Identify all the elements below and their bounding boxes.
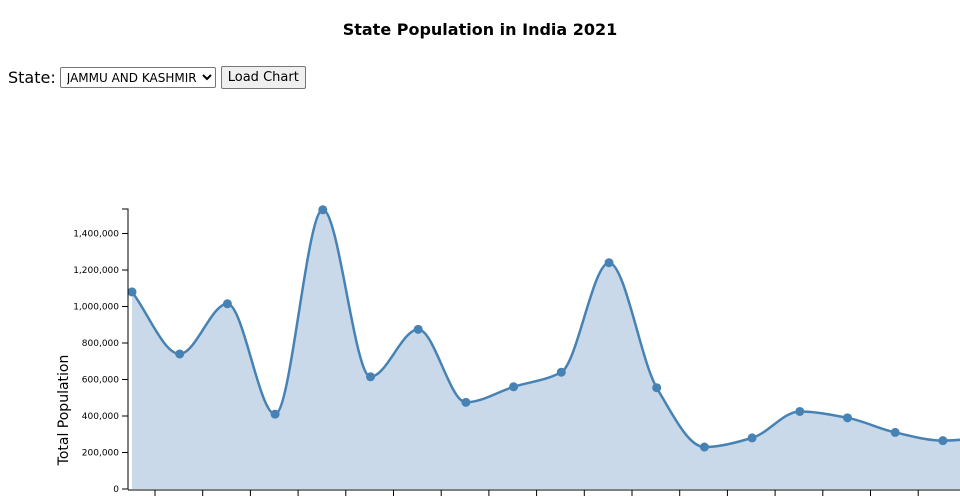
y-tick-label-1: 200,000 <box>82 449 119 459</box>
data-point-3[interactable] <box>270 409 280 419</box>
data-point-10[interactable] <box>604 258 614 268</box>
population-area <box>132 209 960 489</box>
load-chart-button[interactable]: Load Chart <box>220 66 306 89</box>
data-point-5[interactable] <box>366 372 375 382</box>
data-point-1[interactable] <box>175 349 185 359</box>
data-point-9[interactable] <box>556 367 566 377</box>
y-tick-label-7: 1,400,000 <box>73 230 119 240</box>
data-points <box>127 205 948 452</box>
data-point-4[interactable] <box>318 205 328 215</box>
data-point-8[interactable] <box>509 382 519 392</box>
y-tick-label-0: 0 <box>113 485 119 495</box>
y-axis-line <box>122 208 129 490</box>
data-point-14[interactable] <box>795 406 805 416</box>
state-label: State: <box>8 68 56 87</box>
data-point-7[interactable] <box>461 397 471 407</box>
data-point-2[interactable] <box>222 299 232 309</box>
chart-title: State Population in India 2021 <box>342 20 618 39</box>
y-tick-label-2: 400,000 <box>82 412 119 422</box>
data-point-12[interactable] <box>699 442 709 452</box>
data-point-6[interactable] <box>413 324 423 334</box>
data-point-13[interactable] <box>747 433 757 443</box>
data-point-15[interactable] <box>843 413 852 423</box>
y-tick-label-4: 800,000 <box>82 339 119 349</box>
data-point-0[interactable] <box>127 287 137 297</box>
state-select[interactable]: JAMMU AND KASHMIR <box>59 67 216 88</box>
data-point-17[interactable] <box>938 436 948 446</box>
y-tick-label-5: 1,000,000 <box>73 303 119 313</box>
y-tick-label-6: 1,200,000 <box>73 266 119 276</box>
data-point-16[interactable] <box>890 427 900 437</box>
y-tick-label-3: 600,000 <box>82 376 119 386</box>
x-axis <box>128 489 960 496</box>
y-axis-title: Total Population <box>56 355 72 467</box>
y-axis: 0 200,000 400,000 600,000 800,000 1,000,000 1,… <box>73 208 129 495</box>
data-point-11[interactable] <box>652 383 662 393</box>
controls-bar: State: JAMMU AND KASHMIR Load Chart <box>8 66 306 89</box>
